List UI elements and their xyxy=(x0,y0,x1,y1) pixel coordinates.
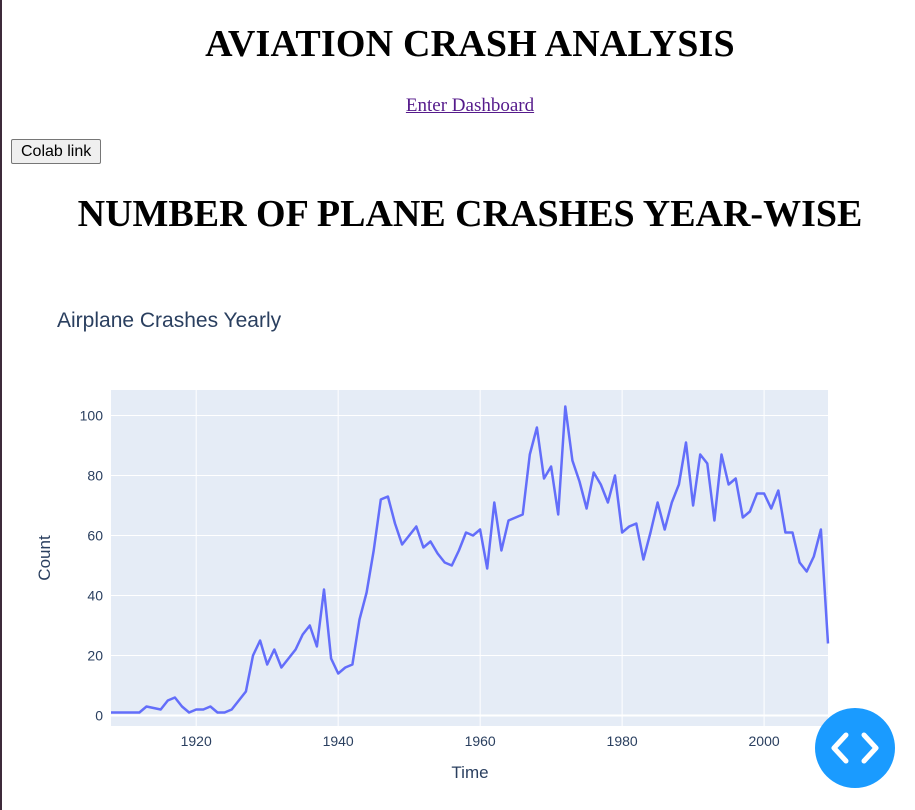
section-title: NUMBER OF PLANE CRASHES YEAR-WISE xyxy=(77,193,863,235)
x-tick-label: 1960 xyxy=(465,733,496,749)
code-toggle-button[interactable] xyxy=(815,708,895,788)
chart-title: Airplane Crashes Yearly xyxy=(57,309,282,332)
y-tick-label: 100 xyxy=(80,408,104,424)
x-tick-label: 1920 xyxy=(181,733,212,749)
chart-svg: Airplane Crashes Yearly 1920 1940 1960 1980… xyxy=(35,309,830,782)
enter-dashboard-link[interactable]: Enter Dashboard xyxy=(405,95,535,116)
plot-area xyxy=(111,390,828,726)
tick-labels: 1920 1940 1960 1980 2000 0 20 40 60 80 100 xyxy=(80,408,780,750)
y-tick-label: 60 xyxy=(87,528,103,544)
window-edge xyxy=(0,0,2,810)
y-tick-label: 40 xyxy=(87,588,103,604)
page-title: AVIATION CRASH ANALYSIS xyxy=(205,23,735,65)
colab-link-button[interactable]: Colab link xyxy=(11,139,102,164)
x-tick-label: 1940 xyxy=(323,733,354,749)
series-line[interactable] xyxy=(111,405,830,714)
x-tick-label: 1980 xyxy=(607,733,638,749)
y-tick-label: 0 xyxy=(95,708,103,724)
y-tick-label: 20 xyxy=(87,648,103,664)
crash-chart[interactable]: Airplane Crashes Yearly 1920 1940 1960 1980… xyxy=(0,290,915,810)
y-axis-label: Count xyxy=(35,535,54,581)
x-tick-label: 2000 xyxy=(749,733,780,749)
y-tick-label: 80 xyxy=(87,468,103,484)
code-arrows-icon xyxy=(831,732,879,764)
x-axis-label: Time xyxy=(451,763,488,782)
